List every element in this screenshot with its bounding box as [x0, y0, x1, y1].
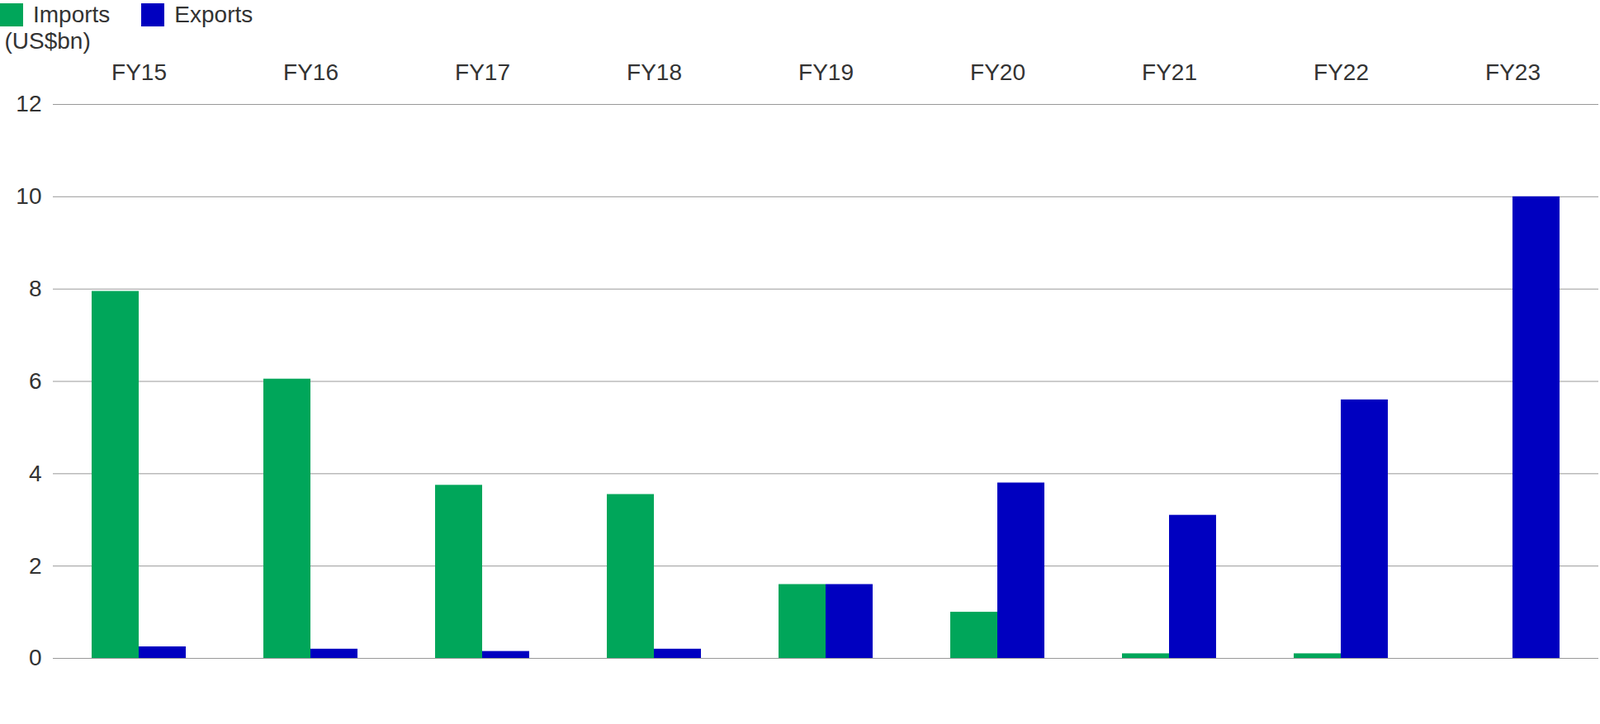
svg-text:(US$bn): (US$bn) [4, 29, 91, 54]
svg-text:10: 10 [15, 183, 42, 209]
svg-text:FY23: FY23 [1485, 59, 1541, 86]
svg-text:FY19: FY19 [798, 59, 854, 86]
svg-text:FY22: FY22 [1313, 59, 1369, 86]
svg-text:FY15: FY15 [111, 59, 167, 86]
svg-text:FY20: FY20 [970, 59, 1026, 86]
svg-text:8: 8 [28, 275, 43, 302]
svg-text:FY17: FY17 [454, 59, 511, 86]
svg-text:FY18: FY18 [626, 59, 682, 86]
html-text:Exports: Exports [174, 1, 253, 28]
svg-text:0: 0 [28, 644, 43, 671]
svg-text:FY21: FY21 [1141, 59, 1198, 86]
svg-text:12: 12 [15, 90, 42, 117]
html-text:Imports: Imports [33, 1, 111, 28]
svg-text:4: 4 [28, 460, 43, 487]
svg-text:2: 2 [28, 553, 43, 579]
svg-text:FY16: FY16 [283, 59, 339, 86]
svg-text:6: 6 [28, 368, 43, 394]
